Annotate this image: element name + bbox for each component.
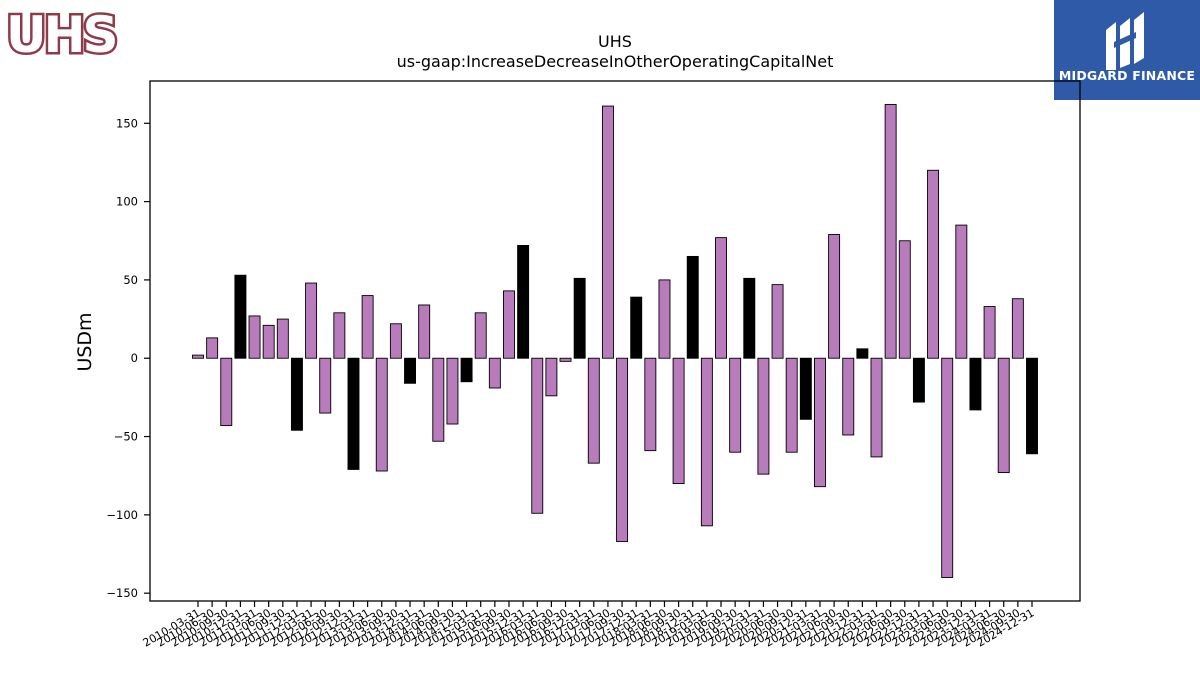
midgard-finance-logo: MIDGARD FINANCE [1054,0,1200,100]
bar-2024-06-30 [997,357,1010,474]
bar-2012-09-30 [333,312,346,359]
midgard-finance-name: MIDGARD FINANCE [1058,68,1196,83]
y-tick-label: −150 [106,586,138,600]
bar-2015-03-31 [474,312,487,359]
bar-2019-03-31 [700,357,713,527]
bar-2011-06-30 [262,324,275,359]
bar-2017-09-30 [616,357,629,542]
bar-2014-06-30 [432,357,445,442]
bar-2018-06-30 [658,279,671,359]
bar-2021-09-30 [842,357,855,436]
bar-2020-06-30 [771,284,784,359]
bar-2012-03-31 [305,282,318,359]
y-axis-label: USDm [74,312,96,371]
bar-2013-09-30 [389,323,402,359]
bar-2014-09-30 [446,357,459,425]
bar-2013-12-31 [404,357,416,384]
bar-2017-06-30 [601,105,614,359]
bar-2022-12-31 [912,357,925,403]
y-tick-label: 150 [116,116,138,130]
y-axis: −150 −100 −50 0 50 100 150 [106,116,150,600]
bar-2015-12-31 [517,245,530,359]
bar-2018-03-31 [644,357,657,452]
bar-2017-12-31 [630,296,643,359]
bar-2020-03-31 [757,357,770,475]
bar-2010-03-31 [192,354,204,359]
bar-2012-12-31 [347,357,360,470]
bar-2016-12-31 [573,277,586,359]
bar-2016-03-31 [531,357,544,514]
bar-2024-03-31 [983,306,996,359]
chart-subtitle: us-gaap:IncreaseDecreaseInOtherOperating… [396,52,834,71]
bar-2019-12-31 [743,277,756,359]
uhs-logo-text-inner: UHS [6,6,115,62]
bar-2023-12-31 [969,357,982,411]
bar-2011-09-30 [276,318,289,359]
y-tick-label: 100 [116,195,138,209]
bar-2016-09-30 [559,357,572,362]
bar-2024-12-31 [1026,357,1038,455]
bar-2023-03-31 [927,169,940,359]
bar-2014-03-31 [418,304,431,359]
bar-2021-03-31 [814,357,826,488]
chart-title: UHS [598,32,632,51]
bars-layer [192,104,1038,578]
bar-2016-06-30 [545,357,558,397]
uhs-logo: UHS UHS [4,4,124,67]
y-tick-label: −100 [106,508,138,522]
bar-2011-12-31 [290,357,303,431]
bar-2019-06-30 [715,237,727,359]
bar-2021-06-30 [828,234,841,359]
bar-2012-06-30 [319,357,332,414]
bar-2020-09-30 [785,357,798,453]
y-tick-label: 50 [123,273,138,287]
bar-2022-03-31 [870,357,883,458]
bar-2015-06-30 [488,357,501,389]
midgard-mark-icon [1106,12,1144,70]
bar-2017-03-31 [587,357,600,464]
bar-2018-09-30 [672,357,685,484]
bar-2020-12-31 [799,357,812,420]
bar-2011-03-31 [248,315,261,359]
plot-frame [149,80,1081,602]
bar-2024-09-30 [1011,298,1024,359]
bar-2010-12-31 [234,274,247,359]
bar-2013-03-31 [361,295,374,359]
bar-2023-09-30 [955,224,968,359]
x-axis: 2010-03-312010-06-302010-09-302010-12-31… [141,601,1037,650]
bar-2023-06-30 [941,357,954,578]
y-tick-label: 0 [131,351,138,365]
uhs-logo-text: UHS [6,6,115,62]
bar-2019-09-30 [729,357,742,453]
bar-2022-09-30 [898,240,911,359]
bar-2010-06-30 [206,337,219,359]
bar-2015-09-30 [503,290,515,359]
bar-2014-12-31 [460,357,473,383]
bar-2013-06-30 [375,357,388,472]
bar-2021-12-31 [856,348,869,359]
y-tick-label: −50 [114,430,138,444]
uhs-logo-icon: UHS UHS [4,4,121,67]
bar-2022-06-30 [884,104,897,359]
bar-2018-12-31 [686,255,699,359]
bar-2010-09-30 [220,357,233,427]
